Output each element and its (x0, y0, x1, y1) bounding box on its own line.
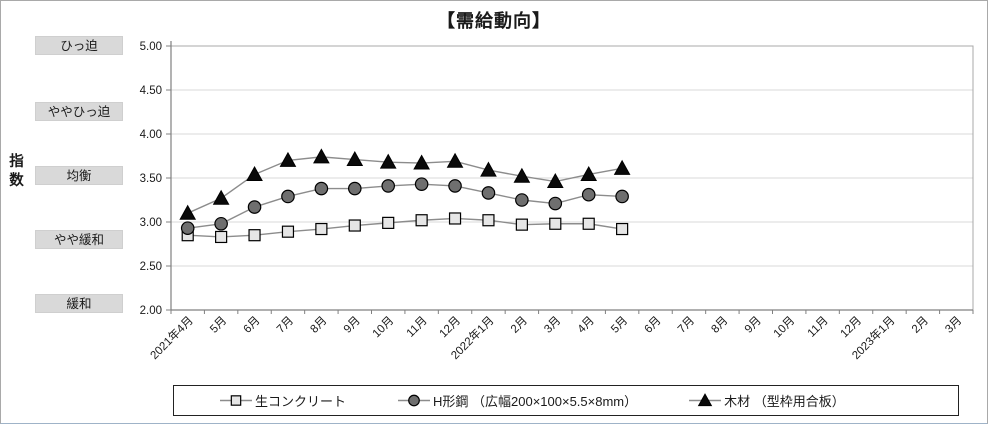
chart-legend: 生コンクリート H形鋼 （広幅200×100×5.5×8mm） 木材 （型枠用合板） (173, 385, 959, 416)
x-tick-label: 7月 (676, 315, 697, 336)
x-tick-label: 5月 (609, 315, 630, 336)
circle-marker-icon (314, 181, 329, 196)
circle-marker-icon (214, 216, 228, 231)
x-tick-label: 6月 (643, 315, 664, 336)
square-marker-icon (515, 218, 528, 231)
x-tick-label: 3月 (542, 315, 563, 336)
x-tick-label: 9月 (743, 315, 764, 336)
square-marker-icon (315, 222, 328, 236)
triangle-marker-icon (346, 150, 364, 167)
y-tick-label: 3.00 (140, 217, 162, 229)
circle-marker-icon (615, 189, 629, 204)
square-marker-icon (482, 214, 495, 227)
y-tick-label: 2.00 (140, 305, 162, 317)
legend-item: 木材 （型枠用合板） (689, 391, 845, 410)
triangle-marker-icon (580, 165, 598, 181)
square-marker-icon (549, 217, 562, 230)
triangle-marker-icon (480, 161, 497, 177)
series-2 (179, 148, 631, 220)
triangle-marker-icon (446, 152, 464, 168)
circle-marker-icon (515, 193, 529, 207)
condition-label: ややひっ迫 (35, 102, 123, 121)
triangle-marker-icon (613, 159, 631, 175)
square-marker-icon (582, 217, 595, 230)
x-tick-label: 2月 (509, 315, 530, 336)
triangle-marker-icon (179, 204, 197, 220)
circle-marker-icon (180, 221, 195, 235)
series-line (187, 156, 623, 214)
x-tick-label: 11月 (806, 315, 831, 340)
legend-circle-marker-icon (398, 394, 431, 407)
triangle-marker-icon (379, 153, 397, 169)
x-tick-label: 9月 (342, 315, 363, 336)
circle-marker-icon (247, 200, 262, 214)
triangle-marker-icon (413, 154, 430, 170)
chart-title: 【需給動向】 (437, 11, 551, 31)
x-tick-label: 4月 (576, 315, 597, 336)
circle-marker-icon (448, 179, 462, 193)
triangle-marker-icon (697, 393, 713, 407)
legend-label: 木材 （型枠用合板） (724, 394, 845, 409)
square-marker-icon (215, 230, 228, 244)
condition-label: ひっ迫 (35, 36, 123, 55)
square-marker-icon (415, 214, 428, 227)
condition-label: 緩和 (35, 293, 123, 313)
legend-square-marker-icon (220, 395, 252, 406)
x-tick-label: 5月 (208, 315, 229, 336)
x-tick-label: 6月 (242, 315, 263, 336)
x-tick-label: 10月 (371, 315, 397, 341)
triangle-marker-icon (313, 148, 330, 164)
x-tick-label: 12月 (838, 315, 864, 341)
circle-marker-icon (381, 179, 396, 193)
square-marker-icon (382, 216, 395, 229)
square-marker-icon (230, 395, 242, 406)
series-1 (180, 177, 629, 235)
circle-marker-icon (281, 189, 295, 204)
circle-marker-icon (408, 394, 420, 407)
x-tick-label: 8月 (308, 315, 329, 336)
circle-marker-icon (481, 186, 496, 200)
y-tick-label: 2.50 (140, 261, 162, 273)
legend-item: 生コンクリート (220, 391, 346, 410)
legend-label: 生コンクリート (255, 394, 347, 409)
circle-marker-icon (347, 181, 362, 196)
y-tick-label: 3.50 (140, 173, 162, 185)
triangle-marker-icon (246, 165, 263, 181)
x-tick-label: 7月 (275, 315, 296, 336)
x-tick-label: 8月 (709, 315, 730, 336)
circle-marker-icon (414, 177, 429, 191)
square-marker-icon (616, 222, 629, 236)
square-marker-icon (281, 225, 295, 238)
condition-label: 均衡 (35, 166, 123, 186)
series-0 (181, 212, 629, 244)
triangle-marker-icon (279, 151, 297, 167)
x-tick-label: 11月 (405, 315, 430, 340)
y-tick-label: 5.00 (140, 41, 162, 53)
triangle-marker-icon (546, 172, 564, 189)
legend-triangle-marker-icon (689, 393, 722, 407)
circle-marker-icon (581, 187, 596, 202)
x-tick-label: 12月 (437, 315, 463, 341)
square-marker-icon (348, 219, 361, 232)
y-axis-title: 指数 (9, 154, 24, 189)
square-marker-icon (248, 229, 261, 242)
y-tick-label: 4.50 (140, 85, 162, 97)
condition-label: やや緩和 (35, 229, 123, 249)
x-tick-label: 10月 (772, 315, 798, 341)
y-tick-label: 4.00 (140, 129, 162, 141)
x-tick-label: 2021年4月 (147, 313, 196, 362)
x-tick-label: 3月 (943, 315, 964, 336)
circle-marker-icon (548, 196, 563, 211)
legend-item: H形鋼 （広幅200×100×5.5×8mm） (398, 391, 637, 410)
triangle-marker-icon (212, 189, 230, 205)
square-marker-icon (448, 212, 462, 225)
legend-label: H形鋼 （広幅200×100×5.5×8mm） (433, 394, 638, 409)
triangle-marker-icon (513, 167, 531, 183)
x-tick-label: 2月 (910, 315, 931, 336)
